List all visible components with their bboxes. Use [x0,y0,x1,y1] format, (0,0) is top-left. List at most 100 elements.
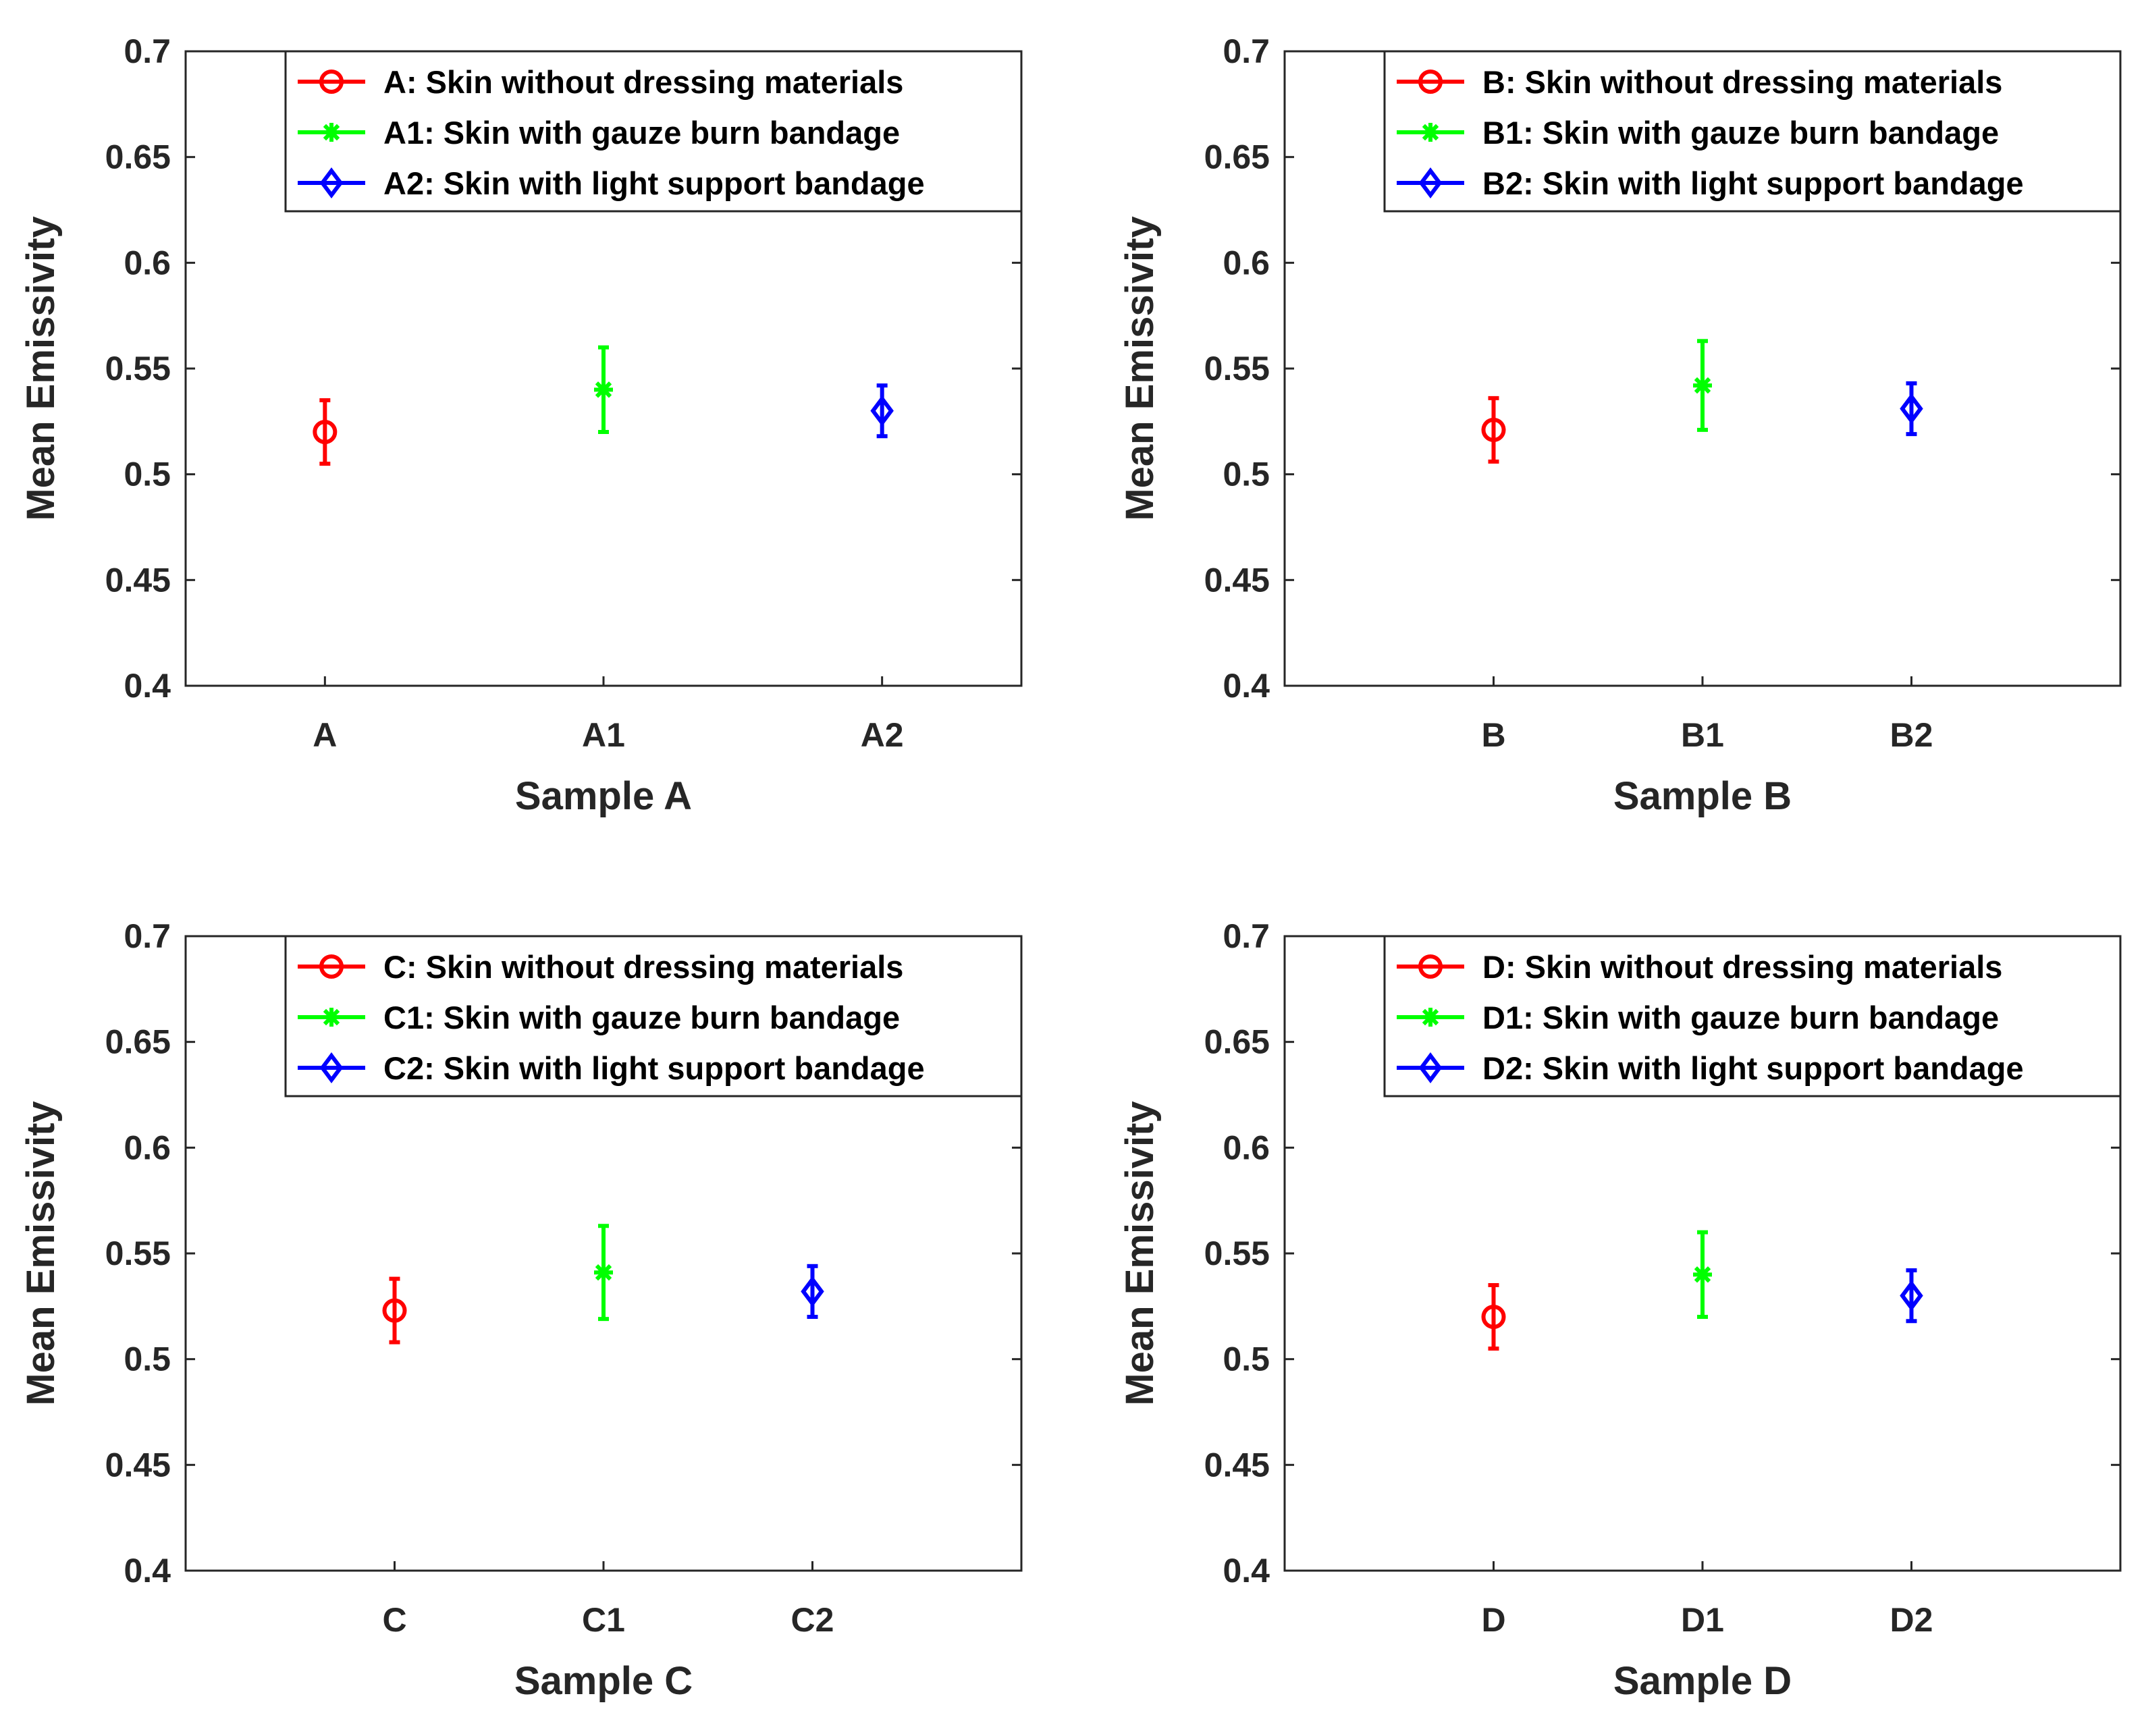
y-tick-label: 0.45 [1204,561,1270,599]
y-tick-label: 0.4 [124,667,171,705]
y-tick-label: 0.4 [1223,1552,1270,1590]
legend-marker-B [1418,70,1443,94]
data-point-B [1481,417,1506,442]
x-tick-label: B [1481,716,1505,754]
legend-entry: A2: Skin with light support bandage [298,165,925,201]
legend-label: D1: Skin with gauze burn bandage [1482,1000,1999,1035]
y-tick-label: 0.55 [1204,350,1270,387]
legend: D: Skin without dressing materials D1: Sk… [1383,935,2122,1097]
data-point-A1 [594,380,613,400]
y-tick-label: 0.5 [1223,1340,1270,1378]
legend-entry: B2: Skin with light support bandage [1397,165,2024,201]
data-point-B2 [1900,393,1923,425]
y-tick-label: 0.6 [1223,244,1270,281]
legend-marker-D2 [1418,1052,1443,1083]
y-tick-label: 0.6 [124,244,171,281]
legend-box [1383,935,2122,1097]
y-tick-label: 0.45 [105,561,171,599]
x-tick-label: C2 [791,1601,834,1639]
x-tick-label: B1 [1681,716,1724,754]
y-tick-label: 0.65 [1204,138,1270,176]
y-tick-label: 0.65 [105,1023,171,1061]
y-tick-label: 0.7 [1223,32,1270,70]
legend-marker-A2 [319,167,344,198]
data-point-B1 [1693,376,1712,396]
legend-label: C2: Skin with light support bandage [383,1050,925,1086]
legend-label: B2: Skin with light support bandage [1482,165,2024,201]
legend-label: D2: Skin with light support bandage [1482,1050,2024,1086]
y-tick-label: 0.5 [1223,456,1270,493]
y-tick-label: 0.55 [1204,1235,1270,1272]
legend: C: Skin without dressing materials C1: Sk… [284,935,1023,1097]
data-point-A2 [870,395,894,427]
legend-marker-C1 [322,1008,341,1027]
data-point-A [313,420,338,444]
legend-entry: A1: Skin with gauze burn bandage [298,115,900,151]
x-tick-label: B2 [1890,716,1933,754]
legend-entry: C1: Skin with gauze burn bandage [298,1000,900,1035]
y-tick-label: 0.4 [124,1552,171,1590]
legend-marker-B1 [1421,123,1440,142]
x-axis-label: Sample C [514,1659,693,1703]
y-tick-label: 0.55 [105,350,171,387]
legend-marker-C [319,954,344,979]
y-tick-label: 0.7 [124,32,171,70]
legend-entry: C2: Skin with light support bandage [298,1050,925,1086]
y-tick-label: 0.6 [124,1129,171,1166]
y-axis-label: Mean Emissivity [1118,216,1162,520]
data-point-D [1481,1305,1506,1329]
y-tick-label: 0.7 [124,917,171,955]
legend-label: A1: Skin with gauze burn bandage [383,115,900,151]
x-tick-label: C [382,1601,406,1639]
y-tick-label: 0.5 [124,1340,171,1378]
panel-3: 0.4 0.45 0.5 0.55 0.6 0.65 0.7 C C1 C2 Sample C Mea… [19,917,1023,1703]
legend-entry: D1: Skin with gauze burn bandage [1397,1000,1999,1035]
x-tick-label: A [313,716,337,754]
y-axis-label: Mean Emissivity [1118,1101,1162,1405]
legend-box [284,50,1023,213]
data-point-D2 [1900,1280,1923,1311]
legend-label: A: Skin without dressing materials [383,64,903,100]
data-point-C [382,1298,407,1323]
panel-1: 0.4 0.45 0.5 0.55 0.6 0.65 0.7 A A1 A2 Sample A Mea… [19,32,1023,818]
x-axis-label: Sample B [1613,774,1792,818]
data-point-C2 [801,1276,824,1307]
legend-entry: B1: Skin with gauze burn bandage [1397,115,1999,151]
legend-marker-D [1418,954,1443,979]
y-tick-label: 0.45 [1204,1446,1270,1484]
y-tick-label: 0.7 [1223,917,1270,955]
legend-label: B: Skin without dressing materials [1482,64,2002,100]
data-point-D1 [1693,1265,1712,1284]
x-axis-label: Sample D [1613,1659,1792,1703]
legend-label: C1: Skin with gauze burn bandage [383,1000,900,1035]
legend-marker-B2 [1418,167,1443,198]
y-tick-label: 0.6 [1223,1129,1270,1166]
legend-marker-A [319,70,344,94]
legend-marker-C2 [319,1052,344,1083]
legend: B: Skin without dressing materials B1: Sk… [1383,50,2122,213]
y-tick-label: 0.45 [105,1446,171,1484]
y-tick-label: 0.5 [124,456,171,493]
legend: A: Skin without dressing materials A1: Sk… [284,50,1023,213]
legend-box [284,935,1023,1097]
panel-2: 0.4 0.45 0.5 0.55 0.6 0.65 0.7 B B1 B2 Sample B Mea… [1118,32,2122,818]
legend-entry: D: Skin without dressing materials [1397,949,2002,985]
x-axis-label: Sample A [515,774,692,818]
legend-label: C: Skin without dressing materials [383,949,903,985]
legend-marker-A1 [322,123,341,142]
legend-label: A2: Skin with light support bandage [383,165,925,201]
legend-entry: C: Skin without dressing materials [298,949,903,985]
legend-box [1383,50,2122,213]
y-tick-label: 0.65 [1204,1023,1270,1061]
x-tick-label: A1 [582,716,625,754]
x-tick-label: D2 [1890,1601,1933,1639]
x-tick-label: C1 [582,1601,625,1639]
x-tick-label: D1 [1681,1601,1724,1639]
legend-entry: D2: Skin with light support bandage [1397,1050,2024,1086]
x-tick-label: A2 [861,716,904,754]
legend-marker-D1 [1421,1008,1440,1027]
y-tick-label: 0.4 [1223,667,1270,705]
panel-4: 0.4 0.45 0.5 0.55 0.6 0.65 0.7 D D1 D2 Sample D Mea… [1118,917,2122,1703]
